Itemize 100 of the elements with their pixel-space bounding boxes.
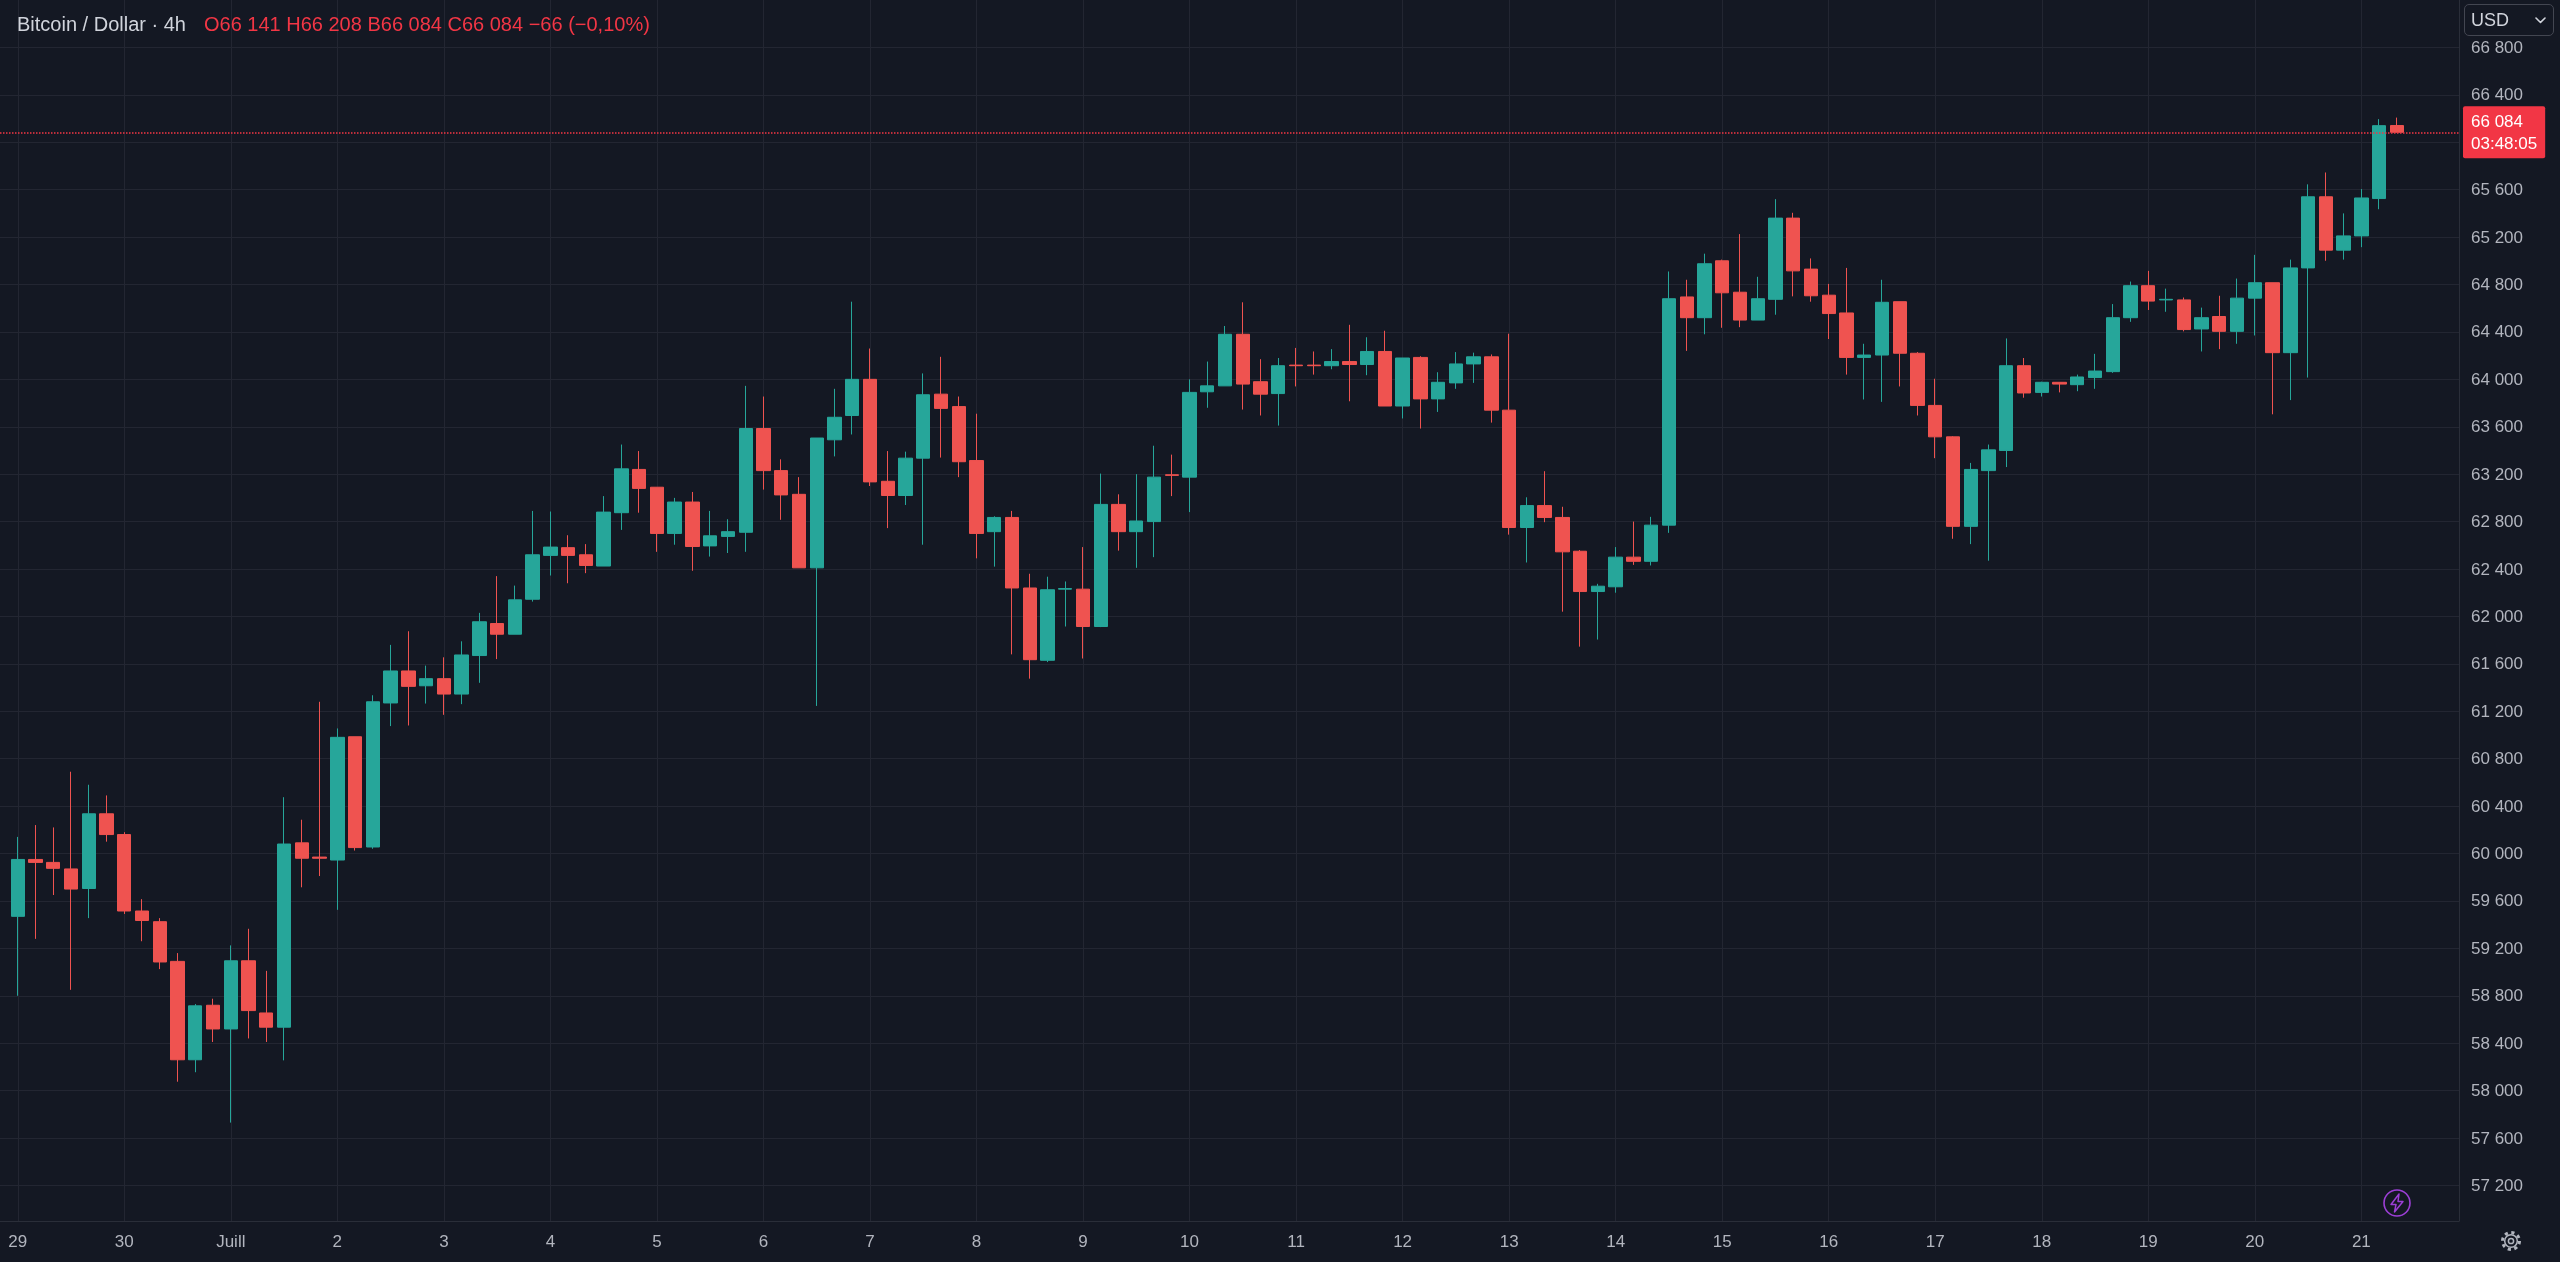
candlestick (1946, 435, 1960, 540)
candlestick (1626, 521, 1641, 566)
x-tick-label: 7 (865, 1232, 875, 1251)
x-tick-label: Juill (216, 1232, 246, 1251)
y-tick-label: 59 600 (2471, 891, 2523, 911)
x-tick-label: 18 (2032, 1232, 2052, 1251)
y-tick-label: 57 600 (2471, 1128, 2523, 1148)
candlestick (810, 437, 824, 707)
y-tick-label: 62 800 (2471, 512, 2523, 532)
candlestick (1662, 270, 1676, 534)
candlestick (561, 534, 575, 584)
y-tick-label: 65 200 (2471, 227, 2523, 247)
candlestick (2248, 254, 2262, 336)
candlestick (792, 476, 806, 569)
candlestick (419, 665, 433, 705)
candlestick (1573, 549, 1587, 648)
candlestick (721, 518, 735, 554)
candlestick (2177, 297, 2191, 332)
candlestick (1910, 351, 1925, 416)
candlestick (881, 450, 895, 529)
candlestick (952, 396, 966, 478)
candlestick (1431, 371, 1445, 413)
candlestick (2106, 303, 2120, 374)
y-tick-label: 59 200 (2471, 938, 2523, 958)
candlestick (987, 515, 1001, 568)
candlestick (1307, 350, 1321, 376)
candlestick (2212, 295, 2226, 350)
candlestick (898, 451, 913, 506)
x-tick-label: 12 (1393, 1232, 1413, 1251)
candlestick (366, 694, 380, 850)
x-tick-label: 17 (1925, 1232, 1945, 1251)
candlestick (543, 511, 558, 577)
candlestick (259, 970, 273, 1043)
y-tick-label: 63 600 (2471, 417, 2523, 437)
candlestick (1413, 355, 1428, 430)
x-tick-label: 20 (2245, 1232, 2265, 1251)
candlestick (508, 585, 522, 635)
candlestick (11, 836, 25, 997)
candlestick (1218, 325, 1232, 387)
candlestick (153, 917, 167, 970)
candlestick (1555, 506, 1570, 613)
candlestick (1520, 496, 1534, 563)
candlestick (2372, 118, 2386, 210)
candlestick (2319, 171, 2333, 262)
candlestick (277, 796, 291, 1061)
y-tick-label: 64 800 (2471, 275, 2523, 294)
y-tick-label: 61 200 (2471, 701, 2523, 721)
x-tick-label: 14 (1606, 1232, 1626, 1251)
y-tick-label: 58 000 (2471, 1081, 2523, 1101)
text: 03:48:05 (2471, 133, 2538, 153)
candlestick (1466, 352, 1481, 384)
x-tick-label: 2 (332, 1232, 343, 1251)
y-tick-label: 60 800 (2471, 749, 2523, 769)
candlestick (1875, 279, 1889, 403)
candlestick (1822, 283, 1836, 340)
candlestick (2123, 281, 2138, 323)
x-tick-label: 11 (1287, 1232, 1305, 1251)
candlestick (1253, 358, 1268, 416)
candlestick (2088, 353, 2102, 390)
x-tick-label: 21 (2351, 1232, 2371, 1251)
y-tick-label: 61 600 (2471, 654, 2523, 674)
candlestick (224, 944, 238, 1124)
candlestick (863, 348, 877, 487)
candlestick (2390, 117, 2404, 133)
candlestick (1111, 493, 1126, 552)
candlestick (437, 656, 451, 716)
x-tick-label: 19 (2138, 1232, 2158, 1251)
candlestick (1680, 279, 1694, 352)
y-tick-label: 65 600 (2471, 180, 2523, 200)
candlestick (2070, 374, 2084, 392)
x-tick-label: 15 (1712, 1232, 1732, 1251)
candlestick (1964, 462, 1978, 545)
candlestick (1715, 259, 1729, 329)
candlestick (2017, 357, 2031, 399)
y-tick-label: 57 200 (2471, 1175, 2523, 1195)
candlestick (667, 497, 682, 546)
candlestick (1076, 546, 1090, 660)
x-tick-label: 29 (8, 1232, 28, 1251)
candlestick (1857, 343, 1871, 400)
candlestick (64, 771, 78, 991)
x-tick-label: 10 (1180, 1232, 1200, 1251)
x-tick-label: 16 (1819, 1232, 1839, 1251)
candlestick (632, 450, 646, 514)
candlestick (241, 928, 256, 1039)
candlestick (1058, 580, 1072, 627)
candlestick (2194, 307, 2209, 352)
candlestick (82, 784, 96, 919)
candlestick (2265, 282, 2280, 415)
candlestick (2141, 270, 2155, 311)
candlestick (1786, 212, 1800, 297)
x-tick-label: 8 (971, 1232, 982, 1251)
candlestick (1502, 333, 1516, 536)
candlestick (2354, 188, 2369, 248)
candlestick (1040, 576, 1055, 663)
candlestick (1999, 337, 2013, 468)
candlestick (525, 510, 540, 603)
candlestick (135, 898, 149, 942)
x-tick-label: 5 (652, 1232, 662, 1251)
y-tick-label: 66 800 (2471, 37, 2523, 57)
candlestick (490, 575, 504, 660)
